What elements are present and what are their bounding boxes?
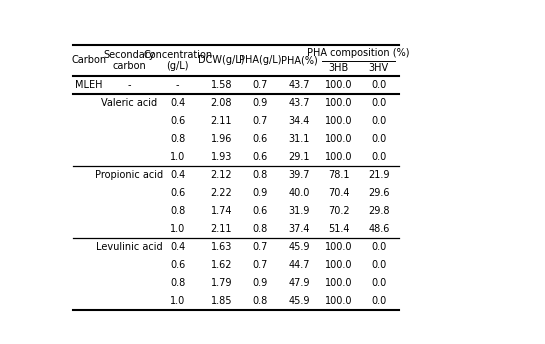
Text: 0.7: 0.7 — [253, 260, 268, 270]
Text: 0.8: 0.8 — [170, 134, 185, 144]
Text: 37.4: 37.4 — [288, 224, 310, 234]
Text: 100.0: 100.0 — [325, 80, 353, 90]
Text: 100.0: 100.0 — [325, 116, 353, 126]
Text: PHA composition (%): PHA composition (%) — [307, 48, 410, 58]
Text: 0.8: 0.8 — [253, 224, 268, 234]
Text: 1.79: 1.79 — [211, 278, 232, 288]
Text: 40.0: 40.0 — [288, 188, 310, 198]
Text: 100.0: 100.0 — [325, 98, 353, 108]
Text: 0.7: 0.7 — [253, 80, 268, 90]
Text: 0.8: 0.8 — [253, 170, 268, 180]
Text: Carbon: Carbon — [71, 55, 107, 65]
Text: 100.0: 100.0 — [325, 152, 353, 162]
Text: 0.0: 0.0 — [371, 242, 386, 252]
Text: 2.08: 2.08 — [211, 98, 232, 108]
Text: PHA(%): PHA(%) — [281, 55, 318, 65]
Text: 29.8: 29.8 — [368, 206, 390, 216]
Text: 0.8: 0.8 — [170, 278, 185, 288]
Text: 3HV: 3HV — [369, 63, 389, 73]
Text: 0.0: 0.0 — [371, 260, 386, 270]
Text: 0.8: 0.8 — [170, 206, 185, 216]
Text: 0.7: 0.7 — [253, 116, 268, 126]
Text: 0.0: 0.0 — [371, 152, 386, 162]
Text: 100.0: 100.0 — [325, 278, 353, 288]
Text: 1.74: 1.74 — [211, 206, 232, 216]
Text: 51.4: 51.4 — [328, 224, 349, 234]
Text: PHA(g/L): PHA(g/L) — [239, 55, 282, 65]
Text: 43.7: 43.7 — [288, 98, 310, 108]
Text: 70.2: 70.2 — [328, 206, 349, 216]
Text: 1.0: 1.0 — [170, 224, 185, 234]
Text: 0.6: 0.6 — [170, 116, 185, 126]
Text: 1.62: 1.62 — [211, 260, 232, 270]
Text: 0.9: 0.9 — [253, 98, 268, 108]
Text: 2.11: 2.11 — [211, 224, 232, 234]
Text: 0.0: 0.0 — [371, 116, 386, 126]
Text: 45.9: 45.9 — [288, 296, 310, 306]
Text: 0.4: 0.4 — [170, 170, 185, 180]
Text: Valeric acid: Valeric acid — [101, 98, 157, 108]
Text: 2.22: 2.22 — [210, 188, 232, 198]
Text: Levulinic acid: Levulinic acid — [96, 242, 162, 252]
Text: 1.63: 1.63 — [211, 242, 232, 252]
Text: 100.0: 100.0 — [325, 296, 353, 306]
Text: 1.96: 1.96 — [211, 134, 232, 144]
Text: 100.0: 100.0 — [325, 242, 353, 252]
Text: -: - — [128, 80, 131, 90]
Text: 43.7: 43.7 — [288, 80, 310, 90]
Text: 34.4: 34.4 — [288, 116, 310, 126]
Text: 45.9: 45.9 — [288, 242, 310, 252]
Text: 100.0: 100.0 — [325, 134, 353, 144]
Text: 1.85: 1.85 — [211, 296, 232, 306]
Text: 1.0: 1.0 — [170, 152, 185, 162]
Text: 2.11: 2.11 — [211, 116, 232, 126]
Text: 47.9: 47.9 — [288, 278, 310, 288]
Text: 70.4: 70.4 — [328, 188, 349, 198]
Text: 44.7: 44.7 — [288, 260, 310, 270]
Text: 0.0: 0.0 — [371, 134, 386, 144]
Text: 0.0: 0.0 — [371, 98, 386, 108]
Text: 0.6: 0.6 — [253, 206, 268, 216]
Text: 1.93: 1.93 — [211, 152, 232, 162]
Text: Secondary
carbon: Secondary carbon — [104, 50, 155, 71]
Text: 3HB: 3HB — [329, 63, 349, 73]
Text: 31.9: 31.9 — [288, 206, 310, 216]
Text: 0.0: 0.0 — [371, 80, 386, 90]
Text: MLEH: MLEH — [75, 80, 102, 90]
Text: 0.6: 0.6 — [253, 134, 268, 144]
Text: 21.9: 21.9 — [368, 170, 390, 180]
Text: 0.6: 0.6 — [170, 260, 185, 270]
Text: 0.0: 0.0 — [371, 296, 386, 306]
Text: 100.0: 100.0 — [325, 260, 353, 270]
Text: 29.6: 29.6 — [368, 188, 390, 198]
Text: 0.9: 0.9 — [253, 278, 268, 288]
Text: 0.6: 0.6 — [253, 152, 268, 162]
Text: Propionic acid: Propionic acid — [95, 170, 163, 180]
Text: 0.4: 0.4 — [170, 98, 185, 108]
Text: 31.1: 31.1 — [288, 134, 310, 144]
Text: DCW(g/L): DCW(g/L) — [198, 55, 245, 65]
Text: -: - — [176, 80, 179, 90]
Text: 1.0: 1.0 — [170, 296, 185, 306]
Text: 78.1: 78.1 — [328, 170, 349, 180]
Text: 0.6: 0.6 — [170, 188, 185, 198]
Text: Concentration
(g/L): Concentration (g/L) — [143, 50, 213, 71]
Text: 0.8: 0.8 — [253, 296, 268, 306]
Text: 0.7: 0.7 — [253, 242, 268, 252]
Text: 39.7: 39.7 — [288, 170, 310, 180]
Text: 29.1: 29.1 — [288, 152, 310, 162]
Text: 2.12: 2.12 — [210, 170, 232, 180]
Text: 0.0: 0.0 — [371, 278, 386, 288]
Text: 48.6: 48.6 — [368, 224, 390, 234]
Text: 0.9: 0.9 — [253, 188, 268, 198]
Text: 0.4: 0.4 — [170, 242, 185, 252]
Text: 1.58: 1.58 — [211, 80, 232, 90]
